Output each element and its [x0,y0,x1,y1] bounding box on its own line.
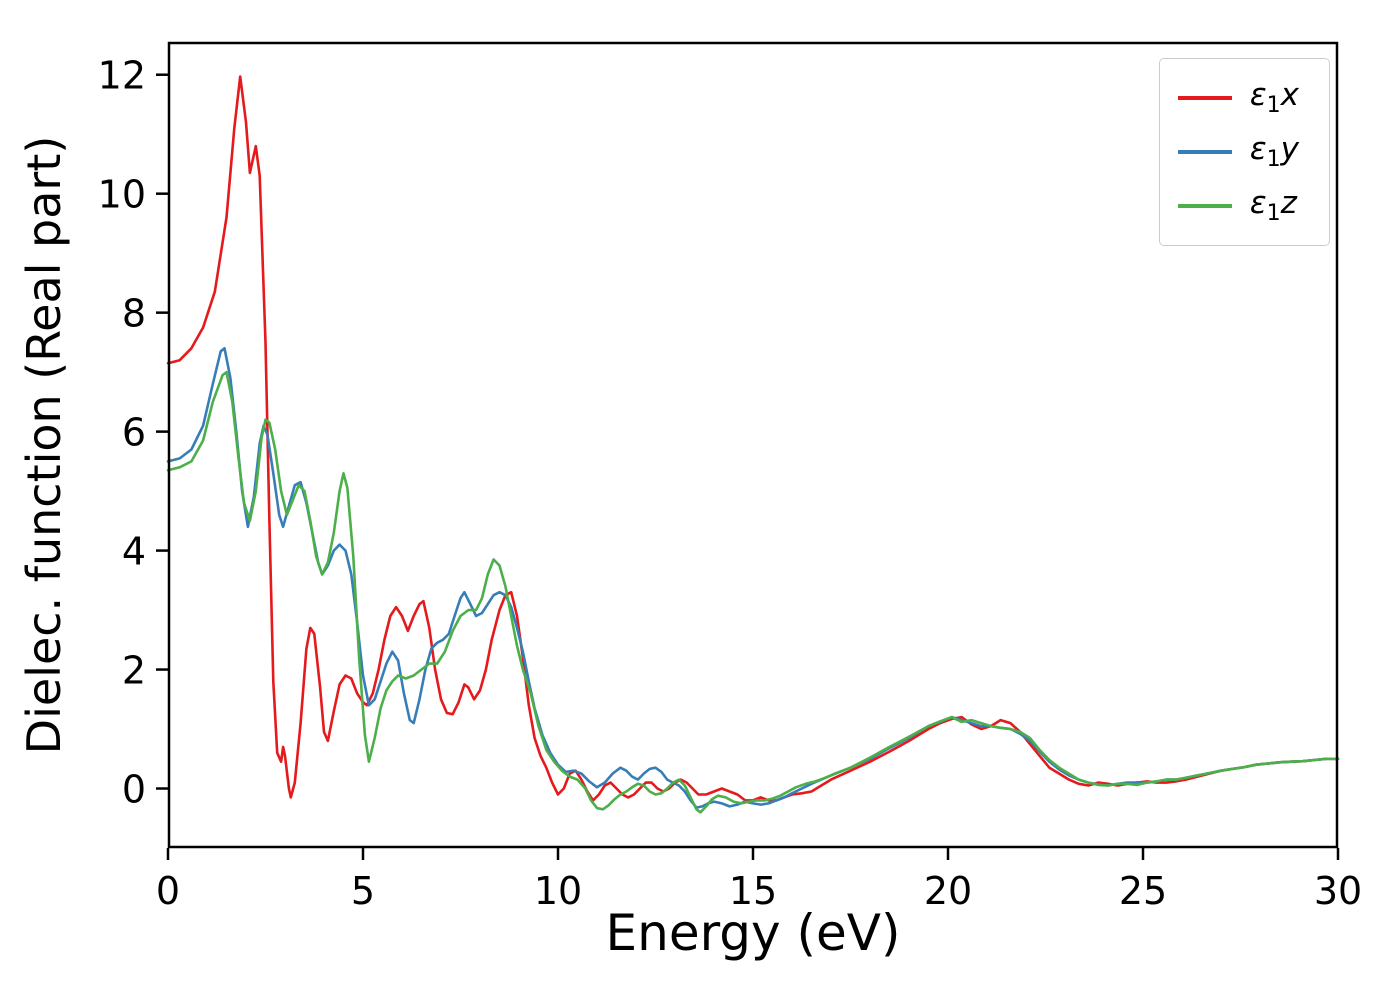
legend: ε1x ε1y ε1z [1158,58,1330,246]
x-tick-label: 5 [351,869,375,913]
series-line-0 [166,75,1340,802]
legend-label: ε1z [1250,185,1297,226]
legend-epsilon: ε [1249,185,1267,222]
legend-entry-e1x: ε1x [1177,71,1299,125]
legend-axis-letter: x [1280,77,1299,114]
legend-entry-e1z: ε1z [1177,179,1299,233]
legend-entry-e1y: ε1y [1177,125,1299,179]
series-line-2 [166,370,1340,814]
legend-axis-letter: y [1280,131,1299,168]
legend-label: ε1x [1250,77,1299,118]
y-tick-label: 12 [98,54,146,98]
y-tick-label: 4 [122,530,146,574]
x-tick-label: 10 [534,869,582,913]
y-tick-label: 6 [122,411,146,455]
x-tick-label: 30 [1314,869,1362,913]
series-line-1 [166,346,1340,809]
legend-epsilon: ε [1249,131,1267,168]
legend-subscript: 1 [1266,147,1281,173]
x-tick-label: 25 [1119,869,1167,913]
x-axis-label: Energy (eV) [605,904,901,962]
x-tick-label: 15 [729,869,777,913]
x-tick-label: 20 [924,869,972,913]
y-axis-label: Dielec. function (Real part) [17,135,71,755]
legend-epsilon: ε [1249,77,1267,114]
legend-subscript: 1 [1266,201,1281,227]
plot-svg: 0 5 10 15 20 25 30 0 2 4 6 8 10 12 [98,41,1362,913]
legend-line-swatch [1177,150,1232,154]
axes-frame [167,41,1339,849]
y-tick-label: 10 [98,173,146,217]
plot-area: 0 5 10 15 20 25 30 0 2 4 6 8 10 12 ε1x ε1y ε1z [98,41,1362,913]
legend-line-swatch [1177,96,1232,100]
y-tick-label: 0 [122,768,146,812]
legend-label: ε1y [1250,131,1299,172]
legend-axis-letter: z [1280,185,1297,222]
y-tick-label: 8 [122,292,146,336]
y-tick-label: 2 [122,649,146,693]
legend-subscript: 1 [1266,93,1281,119]
x-tick-label: 0 [156,869,180,913]
legend-line-swatch [1177,204,1232,208]
